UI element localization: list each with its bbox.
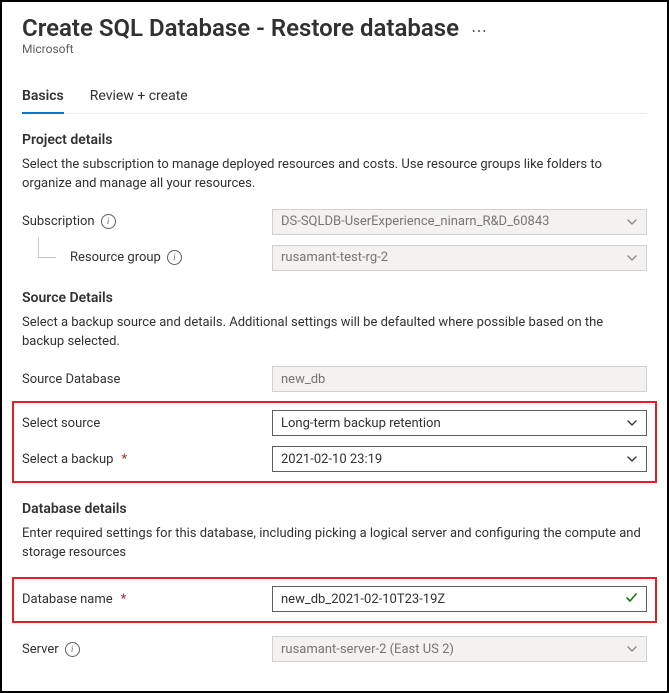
section-heading-source: Source Details [22,290,647,306]
section-desc-database: Enter required settings for this databas… [22,525,647,563]
info-icon[interactable]: i [101,214,116,229]
subscription-value: DS-SQLDB-UserExperience_ninarn_R&D_60843 [281,214,549,229]
subscription-label-text: Subscription [22,214,95,229]
section-heading-project: Project details [22,132,647,148]
tabs: Basics Review + create [22,82,647,114]
server-select[interactable]: rusamant-server-2 (East US 2) [272,636,647,662]
source-database-label-text: Source Database [22,372,120,387]
check-icon [625,591,638,608]
section-desc-source: Select a backup source and details. Addi… [22,314,647,352]
tab-basics[interactable]: Basics [22,82,64,114]
page-title: Create SQL Database - Restore database [22,14,459,42]
resource-group-value: rusamant-test-rg-2 [281,250,388,265]
resource-group-select[interactable]: rusamant-test-rg-2 [272,245,647,271]
section-desc-project: Select the subscription to manage deploy… [22,156,647,194]
select-source-label: Select source [22,416,272,431]
select-backup-label-text: Select a backup [22,452,113,467]
tab-review-create[interactable]: Review + create [90,82,188,114]
info-icon[interactable]: i [167,250,182,265]
info-icon[interactable]: i [65,642,80,657]
server-label-text: Server [22,642,59,657]
chevron-down-icon [626,417,638,429]
select-backup-dropdown[interactable]: 2021-02-10 23:19 [272,446,647,472]
select-source-value: Long-term backup retention [281,416,441,431]
subscription-select[interactable]: DS-SQLDB-UserExperience_ninarn_R&D_60843 [272,209,647,235]
server-label: Server i [22,642,272,657]
database-name-input[interactable]: new_db_2021-02-10T23-19Z [272,586,647,612]
source-database-value: new_db [281,372,325,387]
tree-connector-icon [24,247,64,269]
highlight-database-name: Database name* new_db_2021-02-10T23-19Z [12,577,657,623]
source-database-field: new_db [272,366,647,392]
database-name-label: Database name* [22,592,272,607]
select-source-label-text: Select source [22,416,100,431]
chevron-down-icon [626,216,638,228]
select-source-dropdown[interactable]: Long-term backup retention [272,410,647,436]
chevron-down-icon [626,643,638,655]
database-name-value: new_db_2021-02-10T23-19Z [281,592,445,607]
chevron-down-icon [626,453,638,465]
resource-group-label: Resource group [70,250,161,265]
page-subtitle: Microsoft [22,42,647,56]
chevron-down-icon [626,252,638,264]
section-heading-database: Database details [22,501,647,517]
database-name-label-text: Database name [22,592,113,607]
select-backup-value: 2021-02-10 23:19 [281,452,382,467]
source-database-label: Source Database [22,372,272,387]
select-backup-label: Select a backup* [22,452,272,467]
server-value: rusamant-server-2 (East US 2) [281,642,454,657]
subscription-label: Subscription i [22,214,272,229]
highlight-source-selection: Select source Long-term backup retention… [12,401,657,483]
more-icon[interactable]: ⋯ [471,21,489,40]
